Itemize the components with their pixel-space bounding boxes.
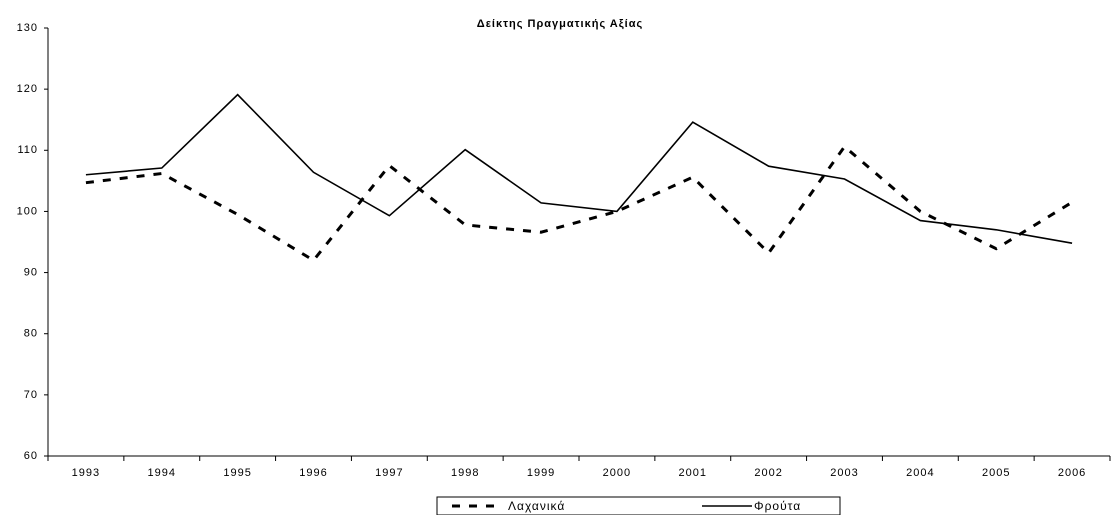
x-tick-label: 2001 bbox=[679, 467, 707, 479]
y-tick-label: 100 bbox=[17, 205, 38, 217]
y-tick-label: 120 bbox=[17, 83, 38, 95]
series-line bbox=[85, 144, 1073, 263]
legend-label: Φρούτα bbox=[754, 499, 801, 513]
x-tick-label: 2006 bbox=[1058, 467, 1086, 479]
x-tick-label: 2002 bbox=[754, 467, 782, 479]
x-tick-label: 2003 bbox=[830, 467, 858, 479]
y-tick-label: 80 bbox=[24, 328, 38, 340]
x-tick-label: 1995 bbox=[223, 467, 251, 479]
x-tick-label: 1993 bbox=[72, 467, 100, 479]
x-tick-label: 1998 bbox=[451, 467, 479, 479]
x-tick-label: 2005 bbox=[982, 467, 1010, 479]
x-tick-label: 1999 bbox=[527, 467, 555, 479]
x-tick-label: 1994 bbox=[148, 467, 176, 479]
x-tick-label: 2000 bbox=[603, 467, 631, 479]
y-tick-label: 70 bbox=[24, 389, 38, 401]
y-tick-label: 130 bbox=[17, 22, 38, 34]
y-tick-label: 110 bbox=[17, 144, 38, 156]
x-tick-label: 1996 bbox=[299, 467, 327, 479]
x-tick-label: 2004 bbox=[906, 467, 934, 479]
y-tick-label: 90 bbox=[24, 266, 38, 278]
legend-box bbox=[436, 496, 841, 515]
chart-title: Δείκτης Πραγματικής Αξίας bbox=[477, 18, 643, 30]
x-tick-label: 1997 bbox=[375, 467, 403, 479]
y-tick-label: 60 bbox=[24, 450, 38, 462]
legend-label: Λαχανικά bbox=[508, 499, 565, 513]
series-line bbox=[85, 93, 1073, 245]
